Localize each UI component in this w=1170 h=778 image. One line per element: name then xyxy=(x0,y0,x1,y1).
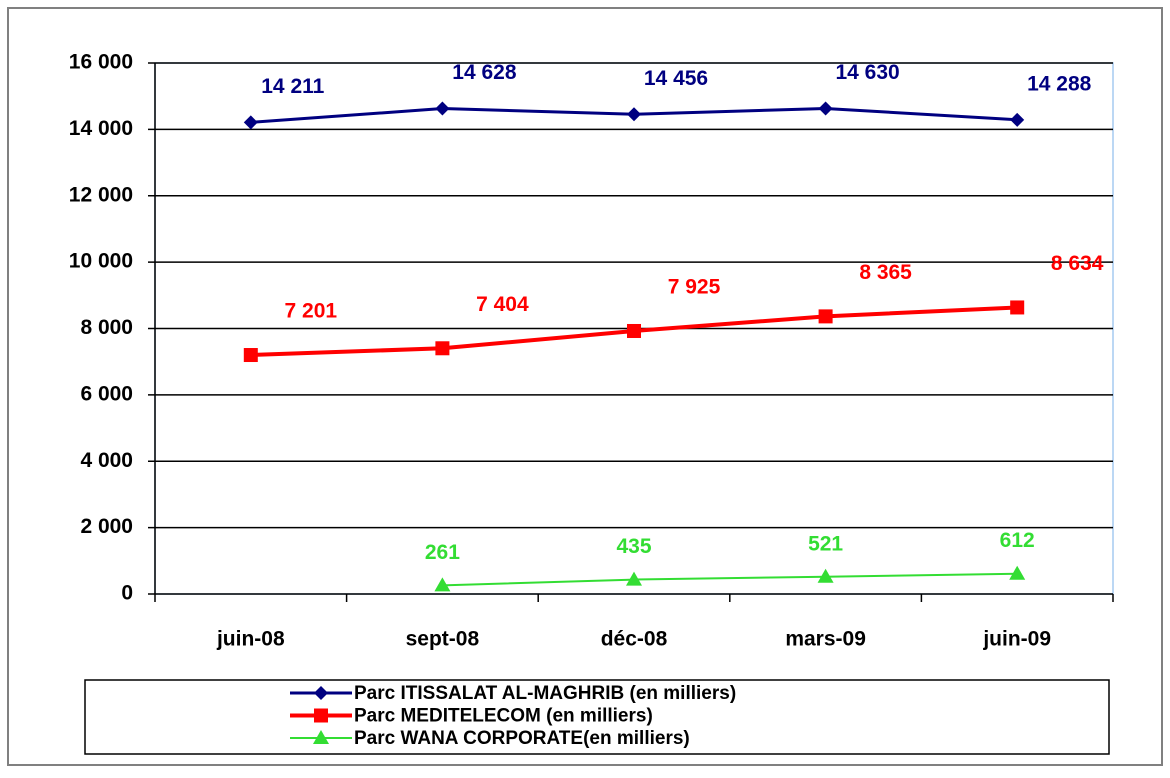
y-tick-label: 2 000 xyxy=(80,515,133,538)
marker xyxy=(817,568,834,583)
y-tick-label: 6 000 xyxy=(80,382,133,405)
y-tick-label: 4 000 xyxy=(80,449,133,472)
marker xyxy=(627,107,641,122)
marker xyxy=(818,101,833,116)
y-tick-label: 12 000 xyxy=(69,183,133,206)
data-label: 521 xyxy=(808,532,843,555)
marker xyxy=(434,577,451,592)
x-tick-label: juin-08 xyxy=(216,628,285,651)
x-tick-label: sept-08 xyxy=(406,628,480,651)
x-tick-label: juin-09 xyxy=(982,628,1051,651)
data-label: 14 628 xyxy=(452,61,517,84)
data-label: 8 365 xyxy=(859,261,912,284)
chart-frame xyxy=(7,7,1163,766)
data-label: 7 404 xyxy=(476,293,529,316)
y-tick-label: 14 000 xyxy=(69,117,133,140)
marker xyxy=(626,571,642,586)
marker xyxy=(243,115,258,130)
data-label: 8 634 xyxy=(1051,252,1104,275)
y-tick-label: 10 000 xyxy=(69,250,133,273)
data-label: 612 xyxy=(1000,529,1035,552)
marker xyxy=(1009,565,1026,580)
data-label: 7 925 xyxy=(668,276,721,299)
marker xyxy=(627,323,641,338)
legend-marker xyxy=(314,708,328,723)
marker xyxy=(243,348,258,363)
y-tick-label: 8 000 xyxy=(80,316,133,339)
data-label: 435 xyxy=(616,535,651,558)
x-tick-label: mars-09 xyxy=(785,628,866,651)
series-line xyxy=(442,572,1018,587)
data-label: 261 xyxy=(425,541,460,564)
marker xyxy=(435,341,450,356)
legend-marker xyxy=(313,730,329,744)
x-tick-label: déc-08 xyxy=(601,628,668,651)
legend-label: Parc MEDITELECOM (en milliers) xyxy=(354,706,653,727)
marker xyxy=(1010,112,1025,127)
legend-label: Parc ITISSALAT AL-MAGHRIB (en milliers) xyxy=(354,683,736,704)
data-label: 14 211 xyxy=(261,75,324,98)
marker xyxy=(1010,300,1025,315)
data-label: 7 201 xyxy=(285,300,338,323)
y-tick-label: 16 000 xyxy=(69,51,133,74)
marker xyxy=(818,309,833,324)
data-label: 14 288 xyxy=(1027,72,1092,95)
legend xyxy=(84,679,1110,755)
y-tick-label: 0 xyxy=(121,582,133,605)
marker xyxy=(435,101,450,116)
data-label: 14 456 xyxy=(644,67,708,90)
legend-label: Parc WANA CORPORATE(en milliers) xyxy=(354,728,690,749)
legend-marker xyxy=(314,686,328,700)
data-label: 14 630 xyxy=(835,61,899,84)
